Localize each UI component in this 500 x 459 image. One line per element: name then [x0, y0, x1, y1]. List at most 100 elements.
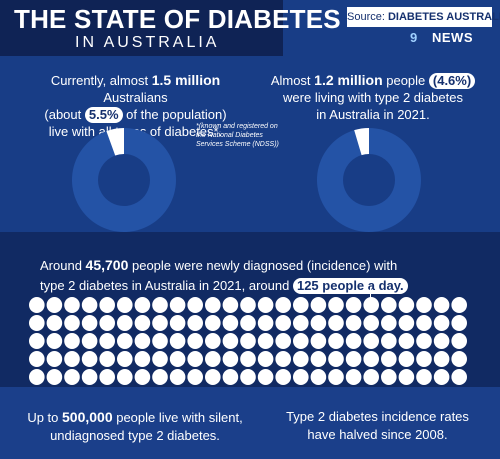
person-dot	[451, 315, 468, 331]
undiagnosed-line1-pre: Up to	[27, 410, 62, 425]
person-dot	[416, 333, 432, 349]
person-dot	[169, 333, 186, 349]
person-dot	[275, 333, 291, 349]
source-badge: Source: DIABETES AUSTRALIA	[347, 7, 500, 27]
person-dot	[187, 333, 203, 349]
person-dot	[381, 297, 397, 313]
stat-type2-line1: Almost 1.2 million people (4.6%)	[268, 72, 478, 89]
logo-mark: 9	[410, 30, 417, 45]
person-dot	[293, 333, 309, 349]
person-dot	[328, 351, 344, 367]
stat-all-line1-pre: Currently, almost	[50, 73, 152, 88]
person-dot	[363, 333, 380, 349]
person-dot	[257, 315, 274, 331]
person-dot	[257, 297, 274, 313]
person-dot	[363, 315, 380, 331]
person-dot	[169, 315, 186, 331]
person-dot	[64, 297, 80, 313]
incidence-per-day-pill: 125 people a day.	[292, 278, 408, 294]
person-dot	[29, 315, 45, 331]
person-dot	[433, 351, 450, 367]
person-dot	[275, 369, 291, 385]
person-dot	[64, 315, 80, 331]
person-dot	[240, 333, 256, 349]
incidence-highlight: 45,700	[85, 257, 129, 273]
person-dot	[29, 369, 45, 385]
person-dot	[222, 333, 239, 349]
donut-all-types-remainder	[72, 128, 176, 232]
person-dot	[293, 297, 309, 313]
person-dot	[328, 315, 344, 331]
person-dot	[398, 351, 415, 367]
person-dot	[64, 369, 80, 385]
person-dot	[328, 333, 344, 349]
person-dot	[205, 297, 221, 313]
person-dot	[363, 369, 380, 385]
person-dot	[152, 315, 168, 331]
person-dot	[81, 297, 98, 313]
person-dot	[381, 315, 397, 331]
person-dot	[310, 297, 327, 313]
person-dot	[222, 297, 239, 313]
incidence-line1-post: people were newly diagnosed (incidence) …	[128, 258, 398, 273]
source-label: Source:	[347, 11, 385, 23]
person-dot	[310, 351, 327, 367]
stat-all-line2-pre: (about	[44, 107, 85, 122]
person-dot	[205, 315, 221, 331]
person-dot	[152, 351, 168, 367]
person-dot	[29, 297, 45, 313]
person-dot	[117, 369, 133, 385]
incidence-trend-line1: Type 2 diabetes incidence rates	[286, 409, 469, 424]
donut-type2	[317, 128, 421, 232]
person-dot	[29, 351, 45, 367]
person-dot	[222, 315, 239, 331]
incidence-line1-pre: Around	[40, 258, 86, 273]
person-dot	[345, 351, 362, 367]
stat-all-percent-pill: 5.5%	[84, 107, 123, 123]
person-dot	[328, 369, 344, 385]
undiagnosed-line1: Up to 500,000 people live with silent,	[20, 408, 250, 427]
person-dot	[117, 351, 133, 367]
person-dot	[222, 369, 239, 385]
person-dot	[152, 369, 168, 385]
person-dot	[134, 315, 151, 331]
stat-type2-line1-pre: Almost	[270, 73, 315, 88]
undiagnosed-highlight: 500,000	[62, 409, 113, 425]
incidence-trend-stat: Type 2 diabetes incidence rates have hal…	[270, 408, 485, 444]
donut-all-types-slice	[106, 128, 124, 156]
stat-all-highlight: 1.5 million	[151, 72, 221, 88]
person-dot	[46, 351, 63, 367]
person-dot	[152, 333, 168, 349]
stat-type2-line2: were living with type 2 diabetes	[283, 90, 463, 105]
person-dot	[451, 351, 468, 367]
undiagnosed-stat: Up to 500,000 people live with silent, u…	[20, 408, 250, 445]
page-title: THE STATE OF DIABETES	[14, 4, 341, 34]
stat-type2-highlight: 1.2 million	[314, 72, 383, 88]
stat-type2-percent-pill: (4.6%)	[428, 73, 476, 89]
person-dot	[398, 369, 415, 385]
person-dot	[275, 315, 291, 331]
person-dot	[363, 297, 380, 313]
undiagnosed-line1-post: people live with silent,	[112, 410, 243, 425]
person-dot	[99, 297, 115, 313]
page-subtitle: IN AUSTRALIA	[75, 34, 220, 51]
person-dot	[117, 333, 133, 349]
nine-news-logo: 9 NEWS	[410, 30, 492, 46]
person-dot	[222, 351, 239, 367]
person-dot	[99, 315, 115, 331]
person-dot	[169, 369, 186, 385]
person-dot	[310, 315, 327, 331]
logo-text: NEWS	[432, 30, 473, 45]
person-dot	[433, 333, 450, 349]
donut-type2-slice	[354, 128, 369, 156]
person-dot	[345, 333, 362, 349]
person-dot	[81, 315, 98, 331]
person-dot	[310, 333, 327, 349]
person-dot	[433, 297, 450, 313]
incidence-line2: type 2 diabetes in Australia in 2021, ar…	[40, 276, 470, 296]
person-dot	[433, 369, 450, 385]
person-dot	[169, 351, 186, 367]
person-dot	[46, 369, 63, 385]
person-dot	[398, 297, 415, 313]
person-dot	[381, 351, 397, 367]
